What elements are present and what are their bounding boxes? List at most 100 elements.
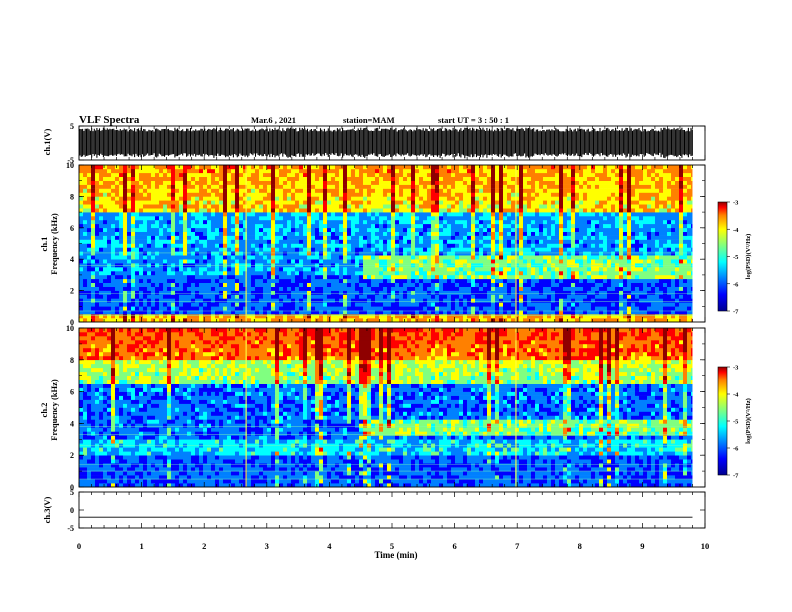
spectrogram-cell: [115, 298, 120, 303]
spectrogram-cell: [419, 302, 424, 307]
spectrogram-cell: [423, 318, 428, 323]
spectrogram-cell: [179, 223, 184, 229]
spectrogram-cell: [243, 298, 248, 303]
spectrogram-cell: [215, 212, 220, 217]
spectrogram-cell: [175, 310, 180, 315]
spectrogram-cell: [519, 286, 524, 291]
spectrogram-cell: [387, 302, 392, 307]
spectrogram-cell: [415, 278, 420, 283]
spectrogram-cell: [511, 227, 516, 232]
spectrogram-cell: [371, 231, 376, 236]
spectrogram-cell: [563, 267, 568, 272]
spectrogram-cell: [179, 302, 184, 307]
spectrogram-cell: [143, 274, 148, 280]
spectrogram-cell: [391, 239, 396, 244]
spectrogram-cell: [443, 267, 448, 272]
spectrogram-cell: [399, 204, 404, 209]
spectrogram-cell: [223, 204, 228, 209]
spectrogram-cell: [163, 318, 168, 323]
spectrogram-cell: [443, 223, 448, 229]
spectrogram-cell: [287, 267, 292, 272]
spectrogram-cell: [383, 278, 388, 283]
spectrogram-cell: [115, 216, 120, 221]
spectrogram-cell: [483, 318, 488, 323]
spectrogram-cell: [299, 298, 304, 303]
spectrogram-cell: [259, 196, 264, 201]
spectrogram-cell: [499, 200, 504, 205]
spectrogram-cell: [467, 196, 472, 201]
spectrogram-cell: [555, 165, 560, 170]
spectrogram-cell: [335, 227, 340, 232]
spectrogram-cell: [115, 204, 120, 209]
spectrogram-cell: [419, 310, 424, 315]
spectrogram-cell: [515, 231, 520, 236]
spectrogram-cell: [371, 235, 376, 240]
spectrogram-cell: [139, 243, 144, 248]
spectrogram-cell: [491, 239, 496, 244]
spectrogram-cell: [495, 196, 500, 201]
spectrogram-cell: [355, 255, 360, 260]
spectrogram-cell: [431, 216, 436, 221]
spectrogram-cell: [523, 306, 528, 311]
spectrogram-cell: [475, 243, 480, 248]
spectrogram-cell: [431, 223, 436, 229]
spectrogram-cell: [367, 267, 372, 272]
spectrogram-cell: [519, 243, 524, 248]
spectrogram-cell: [323, 243, 328, 248]
spectrogram-cell: [535, 200, 540, 205]
spectrogram-cell: [387, 278, 392, 283]
spectrogram-cell: [147, 318, 152, 323]
spectrogram-cell: [319, 227, 324, 232]
spectrogram-cell: [207, 306, 212, 311]
spectrogram-cell: [83, 314, 88, 319]
spectrogram-cell: [491, 282, 496, 287]
spectrogram-cell: [95, 188, 100, 193]
spectrogram-cell: [535, 216, 540, 221]
spectrogram-cell: [535, 302, 540, 307]
spectrogram-cell: [99, 310, 104, 315]
spectrogram-cell: [375, 274, 380, 280]
spectrogram-cell: [359, 188, 364, 193]
spectrogram-cell: [423, 243, 428, 248]
spectrogram-cell: [563, 239, 568, 244]
spectrogram-cell: [359, 219, 364, 225]
spectrogram-cell: [79, 286, 84, 291]
spectrogram-cell: [371, 298, 376, 303]
spectrogram-cell: [451, 168, 456, 174]
spectrogram-cell: [447, 302, 452, 307]
spectrogram-cell: [455, 188, 460, 193]
spectrogram-cell: [475, 192, 480, 197]
spectrogram-cell: [447, 314, 452, 319]
spectrogram-cell: [111, 267, 116, 272]
spectrogram-cell: [183, 196, 188, 201]
spectrogram-cell: [123, 172, 128, 177]
spectrogram-cell: [147, 271, 152, 276]
spectrogram-cell: [243, 223, 248, 229]
spectrogram-cell: [475, 200, 480, 205]
spectrogram-cell: [527, 235, 532, 240]
spectrogram-cell: [203, 168, 208, 174]
spectrogram-cell: [335, 216, 340, 221]
spectrogram-cell: [511, 204, 516, 209]
spectrogram-cell: [367, 290, 372, 295]
spectrogram-cell: [79, 294, 84, 299]
spectrogram-cell: [419, 274, 424, 280]
spectrogram-cell: [535, 286, 540, 291]
spectrogram-cell: [87, 204, 92, 209]
spectrogram-cell: [243, 274, 248, 280]
spectrogram-cell: [379, 223, 384, 229]
spectrogram-cell: [183, 200, 188, 205]
spectrogram-cell: [515, 172, 520, 177]
spectrogram-cell: [491, 298, 496, 303]
spectrogram-cell: [327, 180, 332, 185]
spectrogram-cell: [263, 231, 268, 236]
spectrogram-cell: [103, 212, 108, 217]
spectrogram-cell: [143, 212, 148, 217]
spectrogram-cell: [235, 219, 240, 225]
spectrogram-cell: [339, 219, 344, 225]
spectrogram-cell: [267, 227, 272, 232]
spectrogram-cell: [487, 200, 492, 205]
spectrogram-cell: [547, 188, 552, 193]
spectrogram-cell: [403, 235, 408, 240]
spectrogram-cell: [223, 255, 228, 260]
